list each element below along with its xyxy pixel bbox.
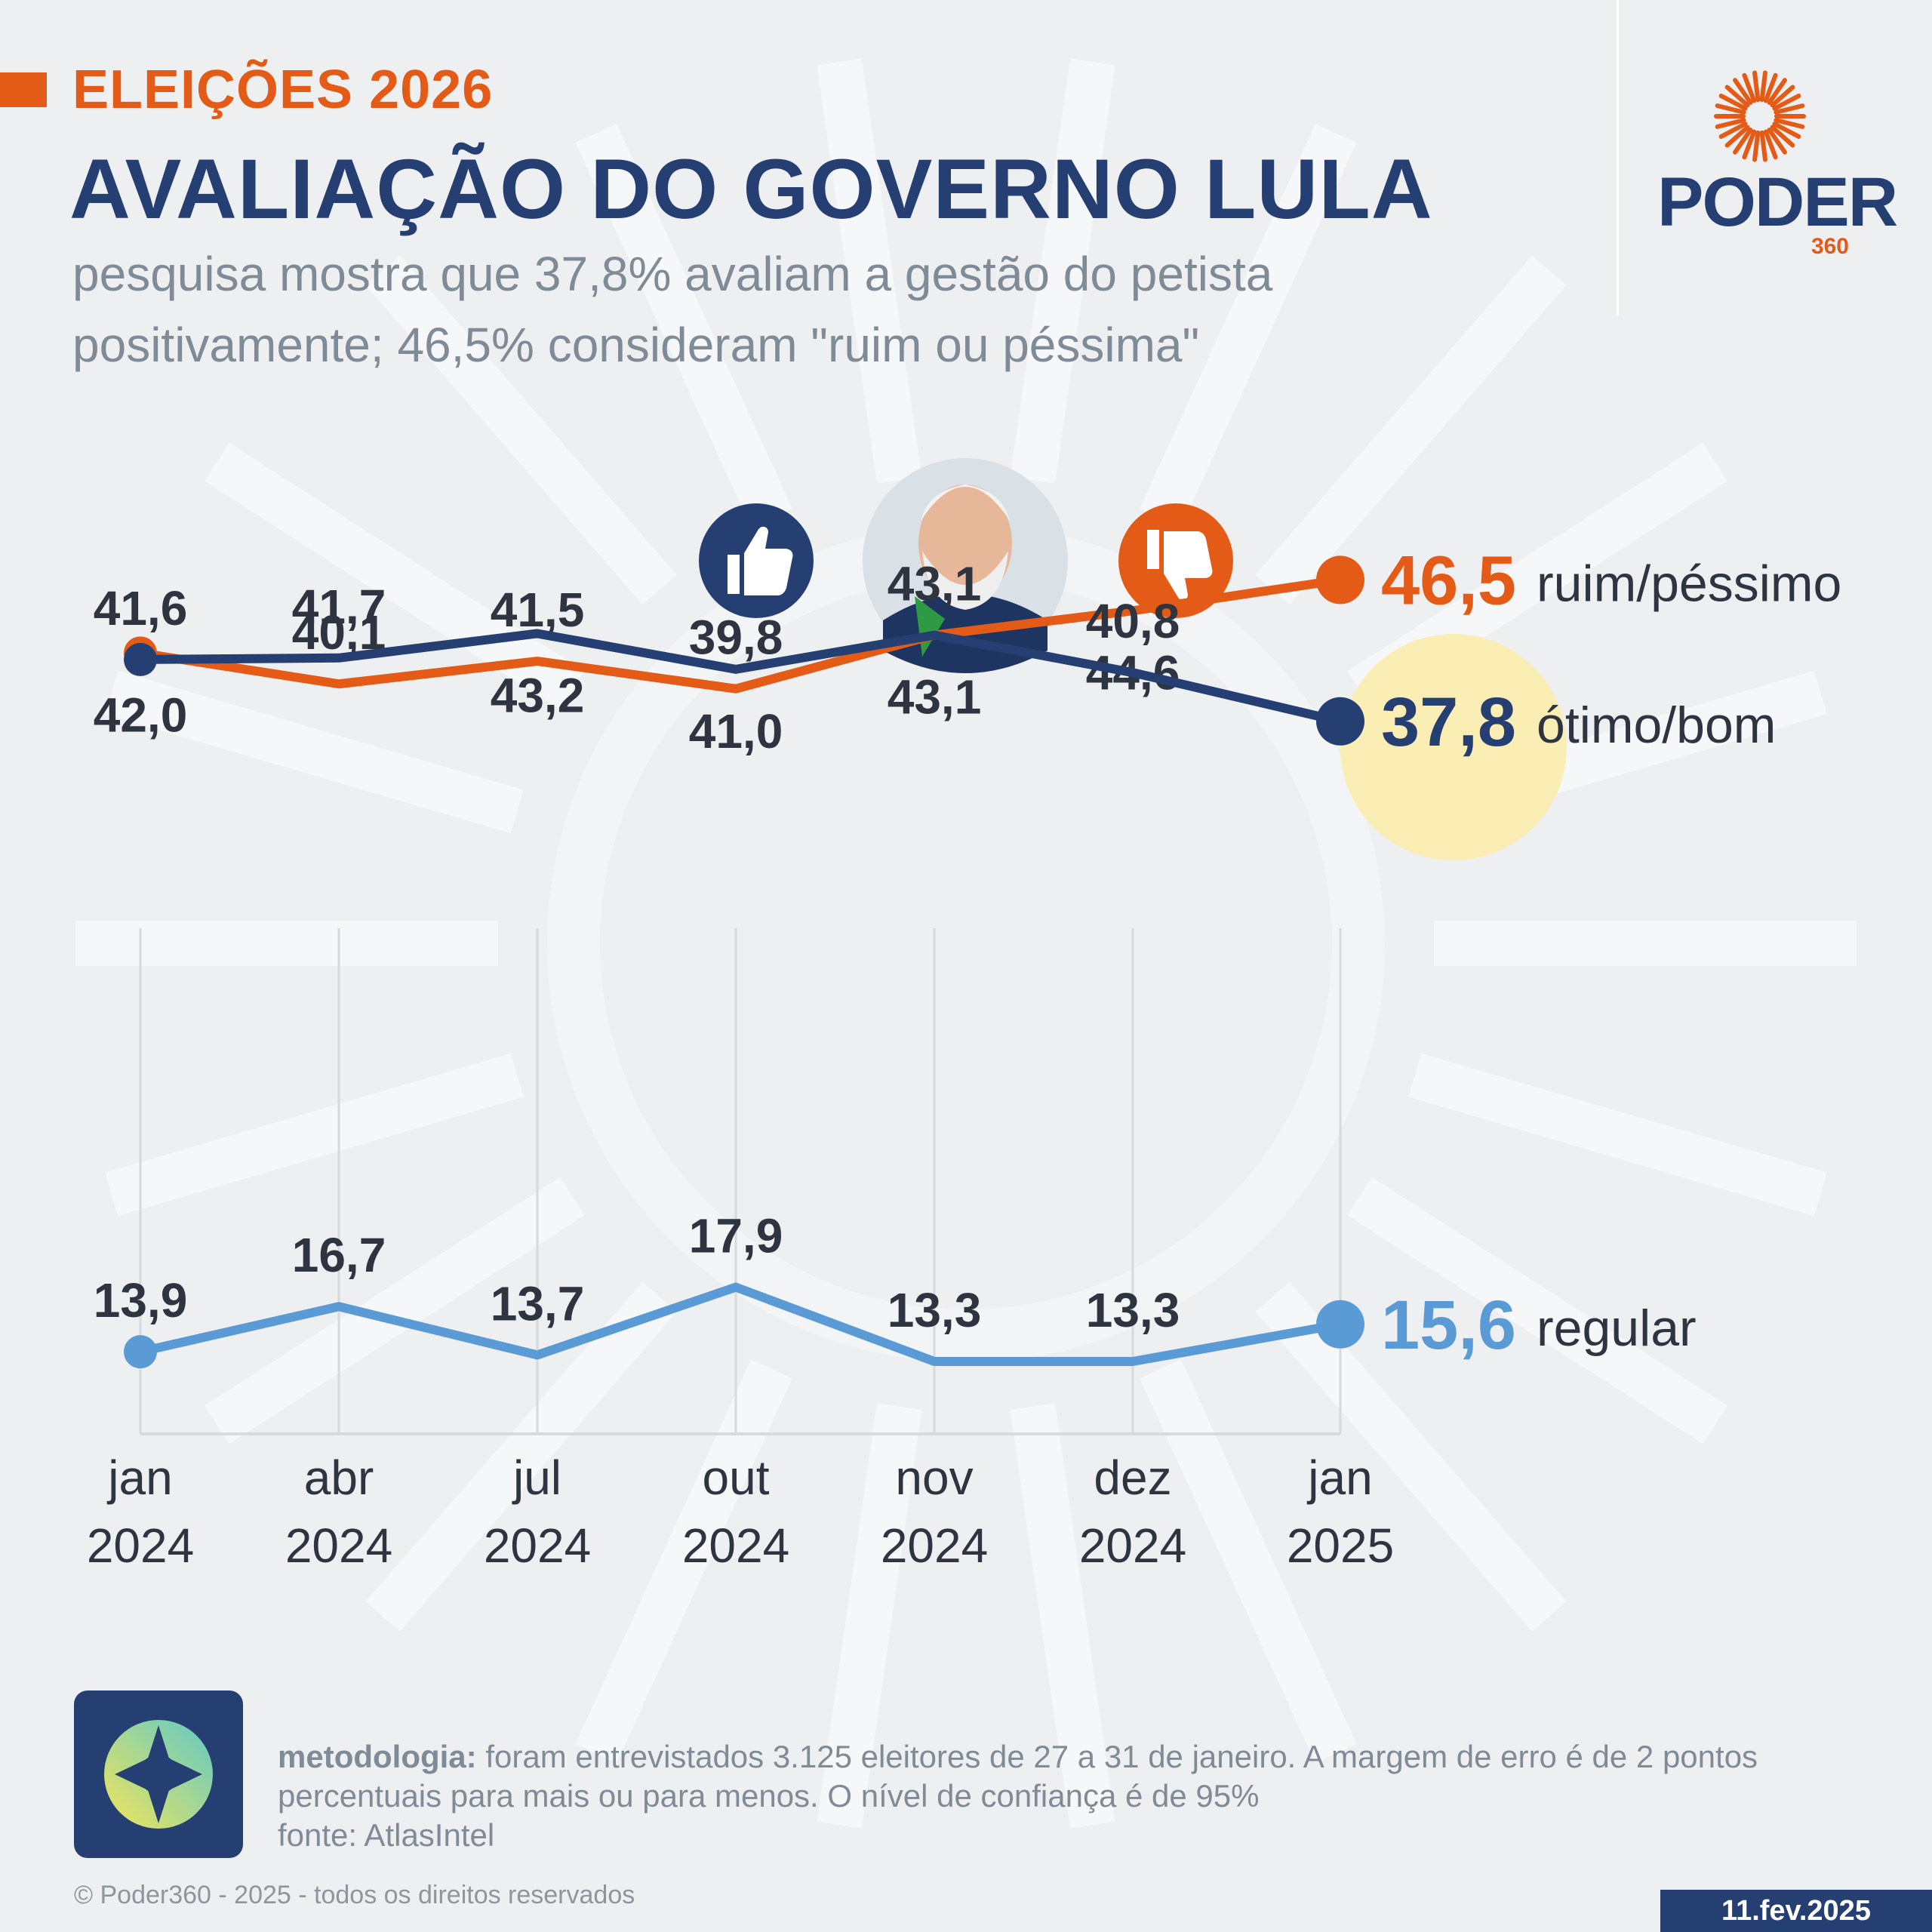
x-tick-year: 2024 bbox=[484, 1518, 591, 1573]
series-name-label: ruim/péssimo bbox=[1537, 555, 1841, 612]
data-label: 17,9 bbox=[689, 1209, 783, 1263]
data-label: 41,0 bbox=[689, 704, 783, 758]
thumbs-up-icon bbox=[699, 503, 814, 618]
thumbs-down-icon bbox=[1118, 503, 1233, 618]
data-label: 41,6 bbox=[94, 581, 188, 635]
data-label: 43,2 bbox=[491, 668, 585, 722]
x-tick-month: jan bbox=[1306, 1451, 1372, 1505]
data-label: 13,9 bbox=[94, 1273, 188, 1327]
x-tick-year: 2024 bbox=[682, 1518, 789, 1573]
header-divider bbox=[1617, 0, 1619, 315]
x-tick-year: 2024 bbox=[285, 1518, 392, 1573]
x-tick-year: 2024 bbox=[1079, 1518, 1186, 1573]
data-label: 43,1 bbox=[888, 557, 982, 611]
x-tick-month: jul bbox=[512, 1451, 561, 1505]
poder360-logo: PODER 360 bbox=[1657, 66, 1898, 270]
data-label: 13,3 bbox=[888, 1283, 982, 1337]
series-end-marker bbox=[1316, 697, 1364, 746]
methodology-icon bbox=[74, 1690, 243, 1858]
x-tick-month: jan bbox=[106, 1451, 172, 1505]
x-tick-month: abr bbox=[304, 1451, 374, 1505]
copyright: © Poder360 - 2025 - todos os direitos re… bbox=[74, 1881, 635, 1909]
methodology-text: metodologia: foram entrevistados 3.125 e… bbox=[278, 1737, 1863, 1855]
series-line bbox=[136, 629, 1345, 726]
series-name-label: ótimo/bom bbox=[1537, 697, 1776, 754]
data-label: 13,3 bbox=[1086, 1283, 1180, 1337]
data-label: 41,5 bbox=[491, 583, 585, 637]
x-tick-month: nov bbox=[895, 1451, 973, 1505]
end-value-label: 37,8 bbox=[1381, 684, 1516, 761]
data-label: 43,1 bbox=[888, 670, 982, 724]
end-value-label: 46,5 bbox=[1381, 542, 1516, 619]
logo-sub: 360 bbox=[1810, 234, 1849, 259]
data-label: 13,7 bbox=[491, 1276, 585, 1331]
x-tick-month: dez bbox=[1094, 1451, 1171, 1505]
x-tick-labels: jan 2024 abr 2024 jul 2024 out 2024 nov 2024 dez 20… bbox=[87, 1451, 1394, 1573]
series-start-marker bbox=[124, 642, 157, 676]
x-tick-year: 2024 bbox=[881, 1518, 988, 1573]
data-label: 41,7 bbox=[292, 580, 386, 634]
series-name-label: regular bbox=[1537, 1300, 1697, 1357]
series-line bbox=[136, 1282, 1345, 1366]
x-gridlines bbox=[139, 928, 1342, 1434]
methodology-body: foram entrevistados 3.125 eleitores de 2… bbox=[278, 1739, 1758, 1814]
series-line bbox=[136, 575, 1345, 694]
x-tick-month: out bbox=[703, 1451, 770, 1505]
sun-icon bbox=[1714, 70, 1806, 162]
kicker-bar bbox=[0, 72, 47, 107]
kicker: ELEIÇÕES 2026 bbox=[72, 60, 494, 120]
x-tick-year: 2024 bbox=[87, 1518, 194, 1573]
line-chart: 42,040,1 41,539,843,1 44,646,5 ruim/péssimo… bbox=[87, 458, 1841, 1573]
subtitle: pesquisa mostra que 37,8% avaliam a gest… bbox=[72, 247, 1273, 372]
x-tick-year: 2025 bbox=[1287, 1518, 1394, 1573]
data-label: 16,7 bbox=[292, 1228, 386, 1282]
highlight-circle bbox=[1340, 634, 1567, 860]
series-end-marker bbox=[1316, 555, 1364, 605]
series-start-marker bbox=[124, 1335, 157, 1369]
series-end-marker bbox=[1316, 1300, 1364, 1349]
methodology-source: fonte: AtlasIntel bbox=[278, 1817, 495, 1853]
page-title: AVALIAÇÃO DO GOVERNO LULA bbox=[69, 142, 1433, 236]
end-value-label: 15,6 bbox=[1381, 1287, 1516, 1364]
data-label: 42,0 bbox=[94, 688, 188, 742]
date-badge: 11.fev.2025 bbox=[1660, 1890, 1932, 1932]
series-layer: 42,040,1 41,539,843,1 44,646,5 ruim/péssimo… bbox=[94, 542, 1841, 1369]
data-label: 40,8 bbox=[1086, 594, 1180, 648]
methodology-label: metodologia: bbox=[278, 1739, 477, 1774]
logo-text: PODER bbox=[1657, 164, 1898, 241]
data-label: 39,8 bbox=[689, 611, 783, 665]
